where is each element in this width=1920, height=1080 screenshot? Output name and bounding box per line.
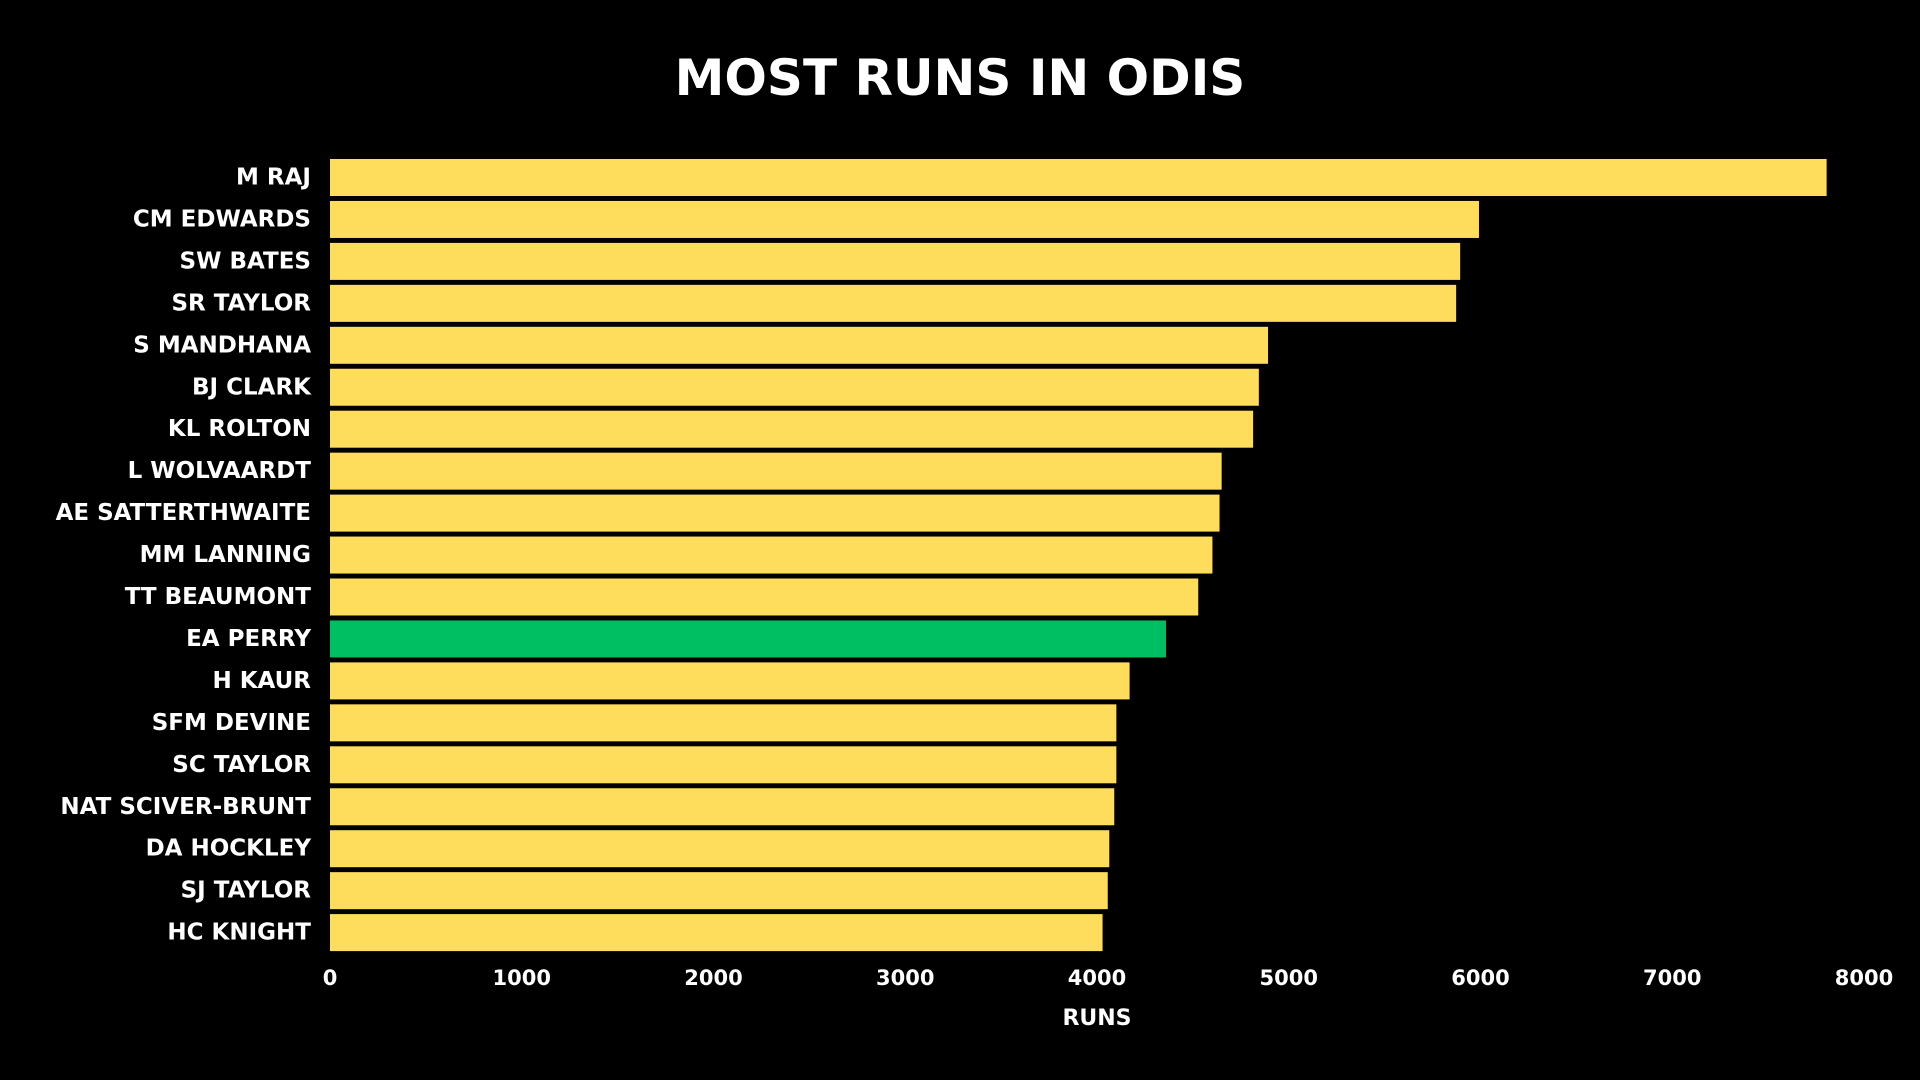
bar-sw-bates xyxy=(330,242,1461,280)
bar-bj-clark xyxy=(330,368,1259,406)
bar-l-wolvaardt xyxy=(330,452,1222,490)
category-label: S MANDHANA xyxy=(133,332,311,358)
bar-nat-sciver-brunt xyxy=(330,788,1115,826)
category-label: BJ CLARK xyxy=(192,374,312,400)
bar-sfm-devine xyxy=(330,704,1117,742)
category-label: SC TAYLOR xyxy=(172,752,311,778)
bar-sc-taylor xyxy=(330,746,1117,784)
bar-da-hockley xyxy=(330,830,1110,868)
bar-cm-edwards xyxy=(330,200,1479,238)
category-label: TT BEAUMONT xyxy=(125,584,312,610)
category-label: DA HOCKLEY xyxy=(146,836,312,862)
x-tick-label: 6000 xyxy=(1451,966,1509,990)
category-label: CM EDWARDS xyxy=(133,206,311,232)
bar-ae-satterthwaite xyxy=(330,494,1220,532)
bar-hc-knight xyxy=(330,914,1103,952)
x-tick-label: 5000 xyxy=(1260,966,1318,990)
bar-m-raj xyxy=(330,159,1827,196)
category-label: MM LANNING xyxy=(140,542,311,568)
x-tick-label: 7000 xyxy=(1643,966,1701,990)
bar-kl-rolton xyxy=(330,410,1254,448)
category-label: NAT SCIVER-BRUNT xyxy=(60,794,311,820)
bars-group xyxy=(330,159,1827,952)
bar-tt-beaumont xyxy=(330,578,1199,616)
bar-ea-perry xyxy=(330,620,1167,658)
bar-s-mandhana xyxy=(330,326,1269,364)
x-tick-label: 3000 xyxy=(876,966,934,990)
x-tick-label: 1000 xyxy=(493,966,551,990)
category-label: SJ TAYLOR xyxy=(181,878,312,904)
bar-mm-lanning xyxy=(330,536,1213,574)
x-tick-label: 0 xyxy=(323,966,338,990)
category-label: L WOLVAARDT xyxy=(128,458,312,484)
category-label: EA PERRY xyxy=(186,626,311,652)
category-label: SW BATES xyxy=(180,248,311,274)
x-tick-label: 2000 xyxy=(684,966,742,990)
bar-h-kaur xyxy=(330,662,1130,700)
category-label: H KAUR xyxy=(212,668,311,694)
chart-title: MOST RUNS IN ODIS xyxy=(675,49,1246,107)
category-labels: M RAJ CM EDWARDS SW BATES SR TAYLOR S MANDHA… xyxy=(56,165,313,946)
bar-sr-taylor xyxy=(330,284,1457,322)
x-tick-label: 4000 xyxy=(1068,966,1126,990)
x-tick-label: 8000 xyxy=(1835,966,1893,990)
category-label: SR TAYLOR xyxy=(171,290,311,316)
category-label: KL ROLTON xyxy=(168,416,311,442)
category-label: SFM DEVINE xyxy=(152,710,311,736)
category-label: HC KNIGHT xyxy=(167,920,311,946)
category-label: M RAJ xyxy=(236,165,311,191)
x-axis-title: RUNS xyxy=(1062,1006,1131,1031)
x-axis-ticks: 0 1000 2000 3000 4000 5000 6000 7000 8000 xyxy=(323,966,1894,990)
bar-sj-taylor xyxy=(330,872,1108,910)
category-label: AE SATTERTHWAITE xyxy=(56,500,311,526)
